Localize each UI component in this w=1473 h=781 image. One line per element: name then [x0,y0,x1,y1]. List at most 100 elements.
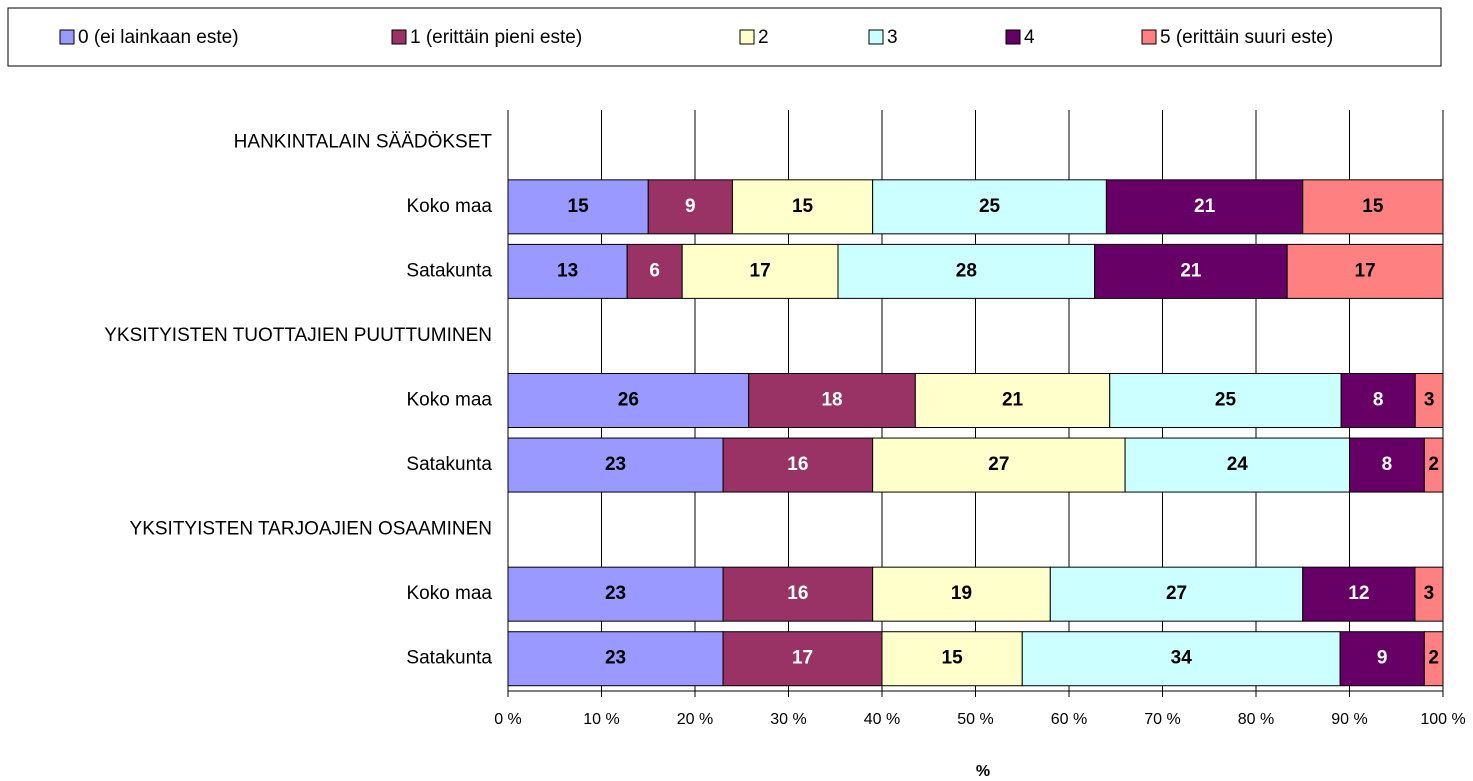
bar-segment [914,373,1111,428]
data-label: 25 [979,196,1001,217]
bar-segment [837,243,1096,299]
bar-segment [872,437,1126,493]
bar-segment [1124,437,1350,493]
data-label: 18 [821,390,842,411]
bar-segment [507,179,649,235]
bar-segment [731,179,874,235]
legend-box [7,7,1442,67]
legend-label: 4 [1024,27,1035,48]
bar-segment [1414,566,1444,622]
y-tick-label: Satakunta [406,454,492,475]
legend-swatch [391,29,407,45]
bar-segment [1423,437,1444,493]
data-label: 34 [1171,648,1193,669]
data-label: 26 [618,390,639,411]
y-tick-label: Satakunta [406,260,492,281]
x-tick-label: 30 % [770,711,806,728]
legend-label: 1 (erittäin pieni este) [410,27,582,48]
legend-swatch [59,29,75,45]
legend-swatch [739,29,755,45]
data-label: 6 [649,260,660,281]
y-tick-label: Koko maa [406,196,492,217]
x-tick-label: 10 % [583,711,619,728]
data-label: 23 [605,583,626,604]
legend-label: 5 (erittäin suuri este) [1160,27,1333,48]
data-label: 2 [1428,648,1439,669]
bar-segment [722,631,883,687]
data-label: 24 [1227,454,1249,475]
x-tick-label: 90 % [1331,711,1367,728]
bar-segment [1414,373,1444,428]
data-label: 16 [787,454,808,475]
bar-segment [722,437,874,493]
bar-segment [872,566,1051,622]
legend-label: 2 [758,27,769,48]
x-tick-label: 70 % [1144,711,1180,728]
bar-segment [507,566,724,622]
data-label: 23 [605,648,626,669]
y-tick-label: HANKINTALAIN SÄÄDÖKSET [234,131,493,152]
y-tick-label: Satakunta [406,648,492,669]
bar-segment [507,437,724,493]
data-label: 12 [1348,583,1369,604]
data-label: 27 [1166,583,1187,604]
data-label: 15 [1362,196,1384,217]
bar-segment [626,243,683,299]
data-label: 2 [1428,454,1439,475]
bar-segment [1302,179,1444,235]
legend-label: 3 [887,27,898,48]
data-label: 17 [792,648,813,669]
data-label: 25 [1215,390,1237,411]
data-label: 17 [750,260,771,281]
y-tick-label: Koko maa [406,583,492,604]
bar-segment [1105,179,1304,235]
data-label: 15 [792,196,814,217]
bar-segment [1302,566,1416,622]
bar-segment [1340,373,1416,428]
data-label: 8 [1382,454,1393,475]
bar-segment [681,243,839,299]
x-tick-label: 60 % [1051,711,1087,728]
bar-segment [1021,631,1341,687]
legend-swatch [1141,29,1157,45]
data-label: 15 [942,648,964,669]
x-tick-label: 50 % [957,711,993,728]
bar-segment [1349,437,1425,493]
bar-segment [722,566,874,622]
y-tick-label: YKSITYISTEN TARJOAJIEN OSAAMINEN [130,519,492,540]
data-label: 9 [685,196,696,217]
legend-swatch [1005,29,1021,45]
bar-segment [1423,631,1444,687]
data-label: 13 [557,260,578,281]
data-label: 21 [1194,196,1216,217]
x-tick-label: 20 % [677,711,713,728]
y-tick-label: Koko maa [406,390,492,411]
bar-segment [1286,243,1444,299]
data-label: 16 [787,583,808,604]
bar-segment [1049,566,1304,622]
data-label: 19 [951,583,972,604]
x-tick-label: 40 % [864,711,900,728]
data-label: 8 [1373,390,1384,411]
data-label: 21 [1002,390,1024,411]
x-tick-label: 80 % [1238,711,1274,728]
legend-label: 0 (ei lainkaan este) [78,27,239,48]
bar-segment [1094,243,1288,299]
data-label: 9 [1377,648,1388,669]
x-axis-title: % [976,763,990,780]
data-label: 23 [605,454,626,475]
bar-segment [507,243,628,299]
data-label: 27 [988,454,1009,475]
legend-swatch [868,29,884,45]
data-label: 15 [568,196,590,217]
data-label: 3 [1424,583,1435,604]
x-tick-label: 0 % [494,711,522,728]
data-label: 17 [1355,260,1376,281]
bar-segment [748,373,916,428]
bar-segment [1109,373,1342,428]
bar-segment [507,373,750,428]
data-label: 21 [1180,260,1202,281]
bar-segment [647,179,733,235]
bar-segment [507,631,724,687]
